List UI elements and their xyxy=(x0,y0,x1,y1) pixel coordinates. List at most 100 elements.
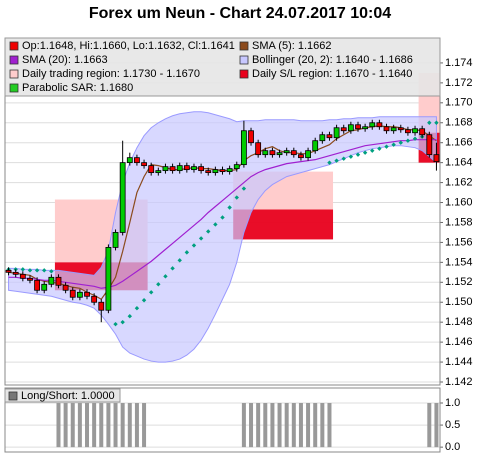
bar xyxy=(256,403,261,448)
sar-dot xyxy=(341,156,346,161)
bar xyxy=(277,403,282,448)
y-tick-label: 0.5 xyxy=(445,419,460,431)
bar xyxy=(113,403,118,448)
sar-dot xyxy=(220,215,225,220)
candle-body xyxy=(376,122,383,128)
y-tick-label: 1.0 xyxy=(445,397,460,409)
line xyxy=(8,139,437,289)
y-tick-label: 1.158 xyxy=(445,216,473,228)
candle-body xyxy=(390,127,397,132)
y-tick-label: 1.168 xyxy=(445,117,473,129)
y-tick-label: 1.164 xyxy=(445,157,473,169)
candle-body xyxy=(34,279,40,291)
candle-body xyxy=(27,277,33,281)
candle-body xyxy=(319,134,326,142)
candle-body xyxy=(326,134,333,139)
legend-swatch xyxy=(9,83,19,93)
legend-swatch xyxy=(9,41,19,51)
candle-body xyxy=(141,162,147,167)
candle-body xyxy=(347,124,354,132)
bar xyxy=(63,403,68,448)
candle-body xyxy=(119,162,126,233)
sar-dot xyxy=(170,266,175,271)
sar-dot xyxy=(391,142,396,147)
bar xyxy=(284,403,289,448)
legend-box xyxy=(4,37,441,97)
candle-body xyxy=(412,128,418,134)
y-tick-label: 1.142 xyxy=(445,376,473,388)
bar xyxy=(434,403,439,448)
candle-body xyxy=(134,157,140,164)
plot-frame xyxy=(4,387,441,453)
sar-dot xyxy=(148,290,154,295)
y-tick-label: 1.174 xyxy=(445,57,473,69)
candle-body xyxy=(183,165,190,171)
y-tick-label: 1.166 xyxy=(445,137,473,149)
legend-label: Daily trading region: 1.1730 - 1.1670 xyxy=(22,68,200,80)
candle-body xyxy=(105,246,112,311)
bar xyxy=(142,403,147,448)
candle-body xyxy=(233,164,240,170)
candle-body xyxy=(383,126,390,132)
candle-body xyxy=(276,152,283,156)
candle-body xyxy=(362,126,369,130)
candle-body xyxy=(126,157,133,164)
candle-body xyxy=(419,128,426,136)
candle-body xyxy=(62,284,69,291)
bar xyxy=(56,403,61,448)
candle-body xyxy=(369,122,376,128)
bar xyxy=(77,403,82,448)
sar-dot xyxy=(377,146,382,151)
legend-swatch xyxy=(239,55,249,65)
y-tick-label: 1.156 xyxy=(445,236,473,248)
bar xyxy=(320,403,325,448)
sar-dot xyxy=(141,298,147,303)
candle-body xyxy=(55,276,62,286)
sar-dot xyxy=(241,186,247,191)
legend-label: SMA (20): 1.1663 xyxy=(22,54,108,66)
y-tick-label: 1.150 xyxy=(445,296,473,308)
legend-swatch xyxy=(239,41,249,51)
bar xyxy=(85,403,90,448)
candle-body xyxy=(240,130,247,166)
sar-dot xyxy=(327,160,332,165)
candle-body xyxy=(76,291,83,298)
bar xyxy=(291,403,296,448)
sar-dot xyxy=(42,268,47,273)
legend-label: Bollinger (20, 2): 1.1640 - 1.1686 xyxy=(252,54,413,66)
bar xyxy=(120,403,125,448)
sar-dot xyxy=(134,306,140,311)
candle-body xyxy=(98,301,105,311)
candle-body xyxy=(226,168,233,173)
bar xyxy=(306,403,311,448)
sar-dot xyxy=(334,158,339,163)
candle-body xyxy=(148,165,155,174)
sar-dot xyxy=(362,150,368,155)
sar-dot xyxy=(427,120,432,125)
sar-dot xyxy=(412,136,418,141)
sar-dot xyxy=(27,268,33,273)
legend-swatch xyxy=(9,69,19,79)
candle-body xyxy=(219,169,226,173)
candle-body xyxy=(262,150,269,156)
sar-dot xyxy=(355,152,361,157)
candle-body xyxy=(205,170,212,174)
candle-body xyxy=(176,165,183,172)
candle-body xyxy=(212,169,219,174)
bar xyxy=(327,403,332,448)
bar xyxy=(249,403,254,448)
candle-body xyxy=(290,150,297,156)
y-tick-label: 1.162 xyxy=(445,176,473,188)
candle-body xyxy=(198,166,205,172)
candle-body xyxy=(255,142,262,156)
legend-swatch xyxy=(9,55,19,65)
candle-body xyxy=(397,127,404,131)
y-tick-label: 1.144 xyxy=(445,356,473,368)
candle-body xyxy=(340,127,347,132)
y-tick-label: 1.152 xyxy=(445,276,473,288)
sar-dot xyxy=(177,258,182,263)
sar-dot xyxy=(20,267,26,272)
sar-dot xyxy=(198,236,204,241)
y-tick-label: 1.146 xyxy=(445,336,473,348)
